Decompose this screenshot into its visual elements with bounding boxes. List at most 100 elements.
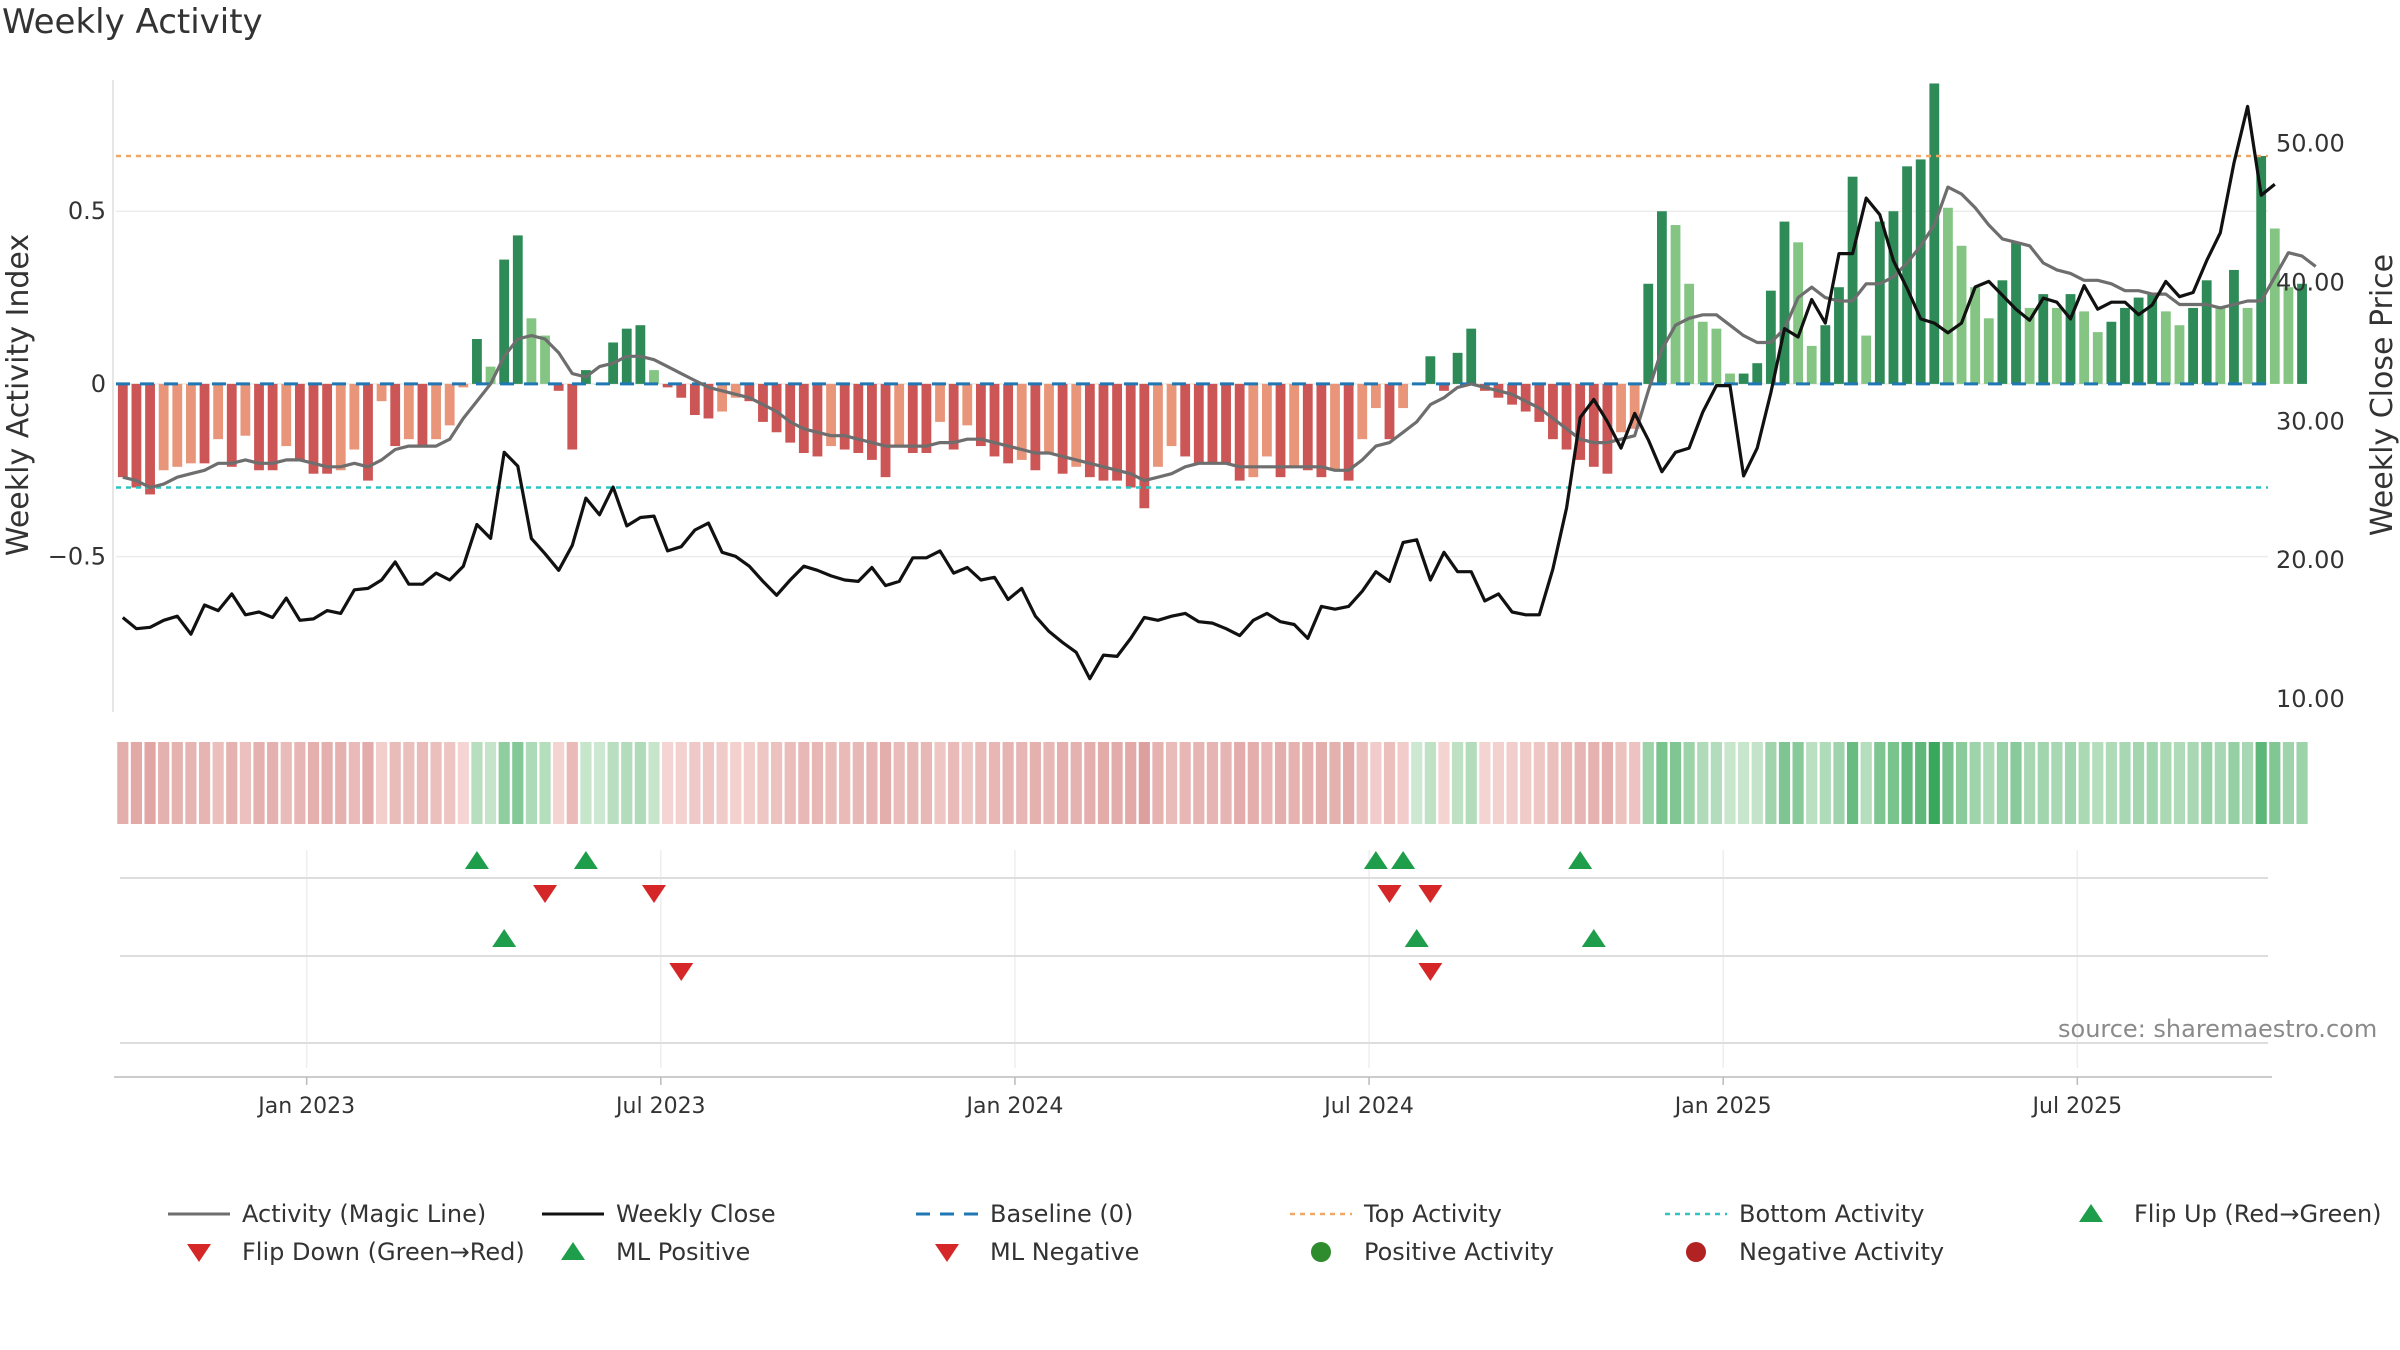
heat-cell [1193,742,1205,824]
activity-bar [1902,166,1912,384]
heat-cell [621,742,633,824]
activity-bar [935,383,945,422]
heat-cell [1302,742,1314,824]
activity-bar [1275,383,1286,478]
activity-bars [117,83,2307,509]
heat-cell [403,742,415,824]
heat-cell [389,742,401,824]
legend-circle-icon [1311,1242,1331,1262]
heat-cell [362,742,374,824]
activity-bar [1330,383,1340,471]
heat-cell [1996,742,2008,824]
heat-cell [689,742,701,824]
heat-cell [1506,742,1518,824]
heat-cell [2201,742,2213,824]
heat-cell [1915,742,1927,824]
heat-cell [662,742,674,824]
heat-cell [2051,742,2063,824]
heat-cell [1846,742,1859,824]
activity-bar [2215,307,2226,384]
heat-cell [1928,742,1940,824]
activity-bar [1765,290,1776,384]
activity-bar [1616,383,1626,433]
activity-bar [1534,383,1545,422]
activity-bar [975,383,986,447]
heat-cell [198,742,211,824]
heat-cell [852,742,864,824]
heat-cell [907,742,919,824]
heat-cell [2119,742,2131,824]
heat-cell [1247,742,1259,824]
y-axis-title: Weekly Activity Index [1,234,36,556]
heat-cell [1615,742,1627,824]
activity-bar [226,383,237,467]
heat-cell [1070,742,1082,824]
heat-cell [144,742,156,824]
heat-cell [2269,742,2281,824]
series-lines [121,104,2317,681]
y2-tick-label: 20.00 [2276,546,2345,574]
activity-bar [962,383,973,426]
activity-bar [526,318,537,384]
activity-bar [1656,211,1667,384]
activity-bar [335,383,346,471]
heat-cell [1942,742,1954,824]
heat-cell [580,742,592,824]
heat-cell [648,742,660,824]
activity-bar [1016,383,1027,460]
activity-bar [703,383,714,419]
activity-bar [1943,207,1953,384]
activity-bar [1520,383,1531,412]
activity-bar [2201,280,2212,384]
activity-bar [1248,383,1259,478]
activity-bar [1071,383,1082,467]
activity-bar [1193,383,1204,464]
legend-symbol-icon [1686,1242,1706,1262]
heat-cell [1669,742,1682,824]
flip-down-marker [1377,885,1402,903]
x-tick-label: Jul 2023 [614,1094,706,1119]
legend-item: Baseline (0) [916,1195,1133,1233]
flip-down-marker [533,885,558,903]
activity-bar [2297,283,2307,384]
heat-cell [811,742,824,824]
activity-bar [2106,321,2117,384]
activity-bar [1956,245,1967,384]
flip-up-marker [1568,851,1593,869]
heat-cell [307,742,320,824]
activity-bar [322,383,333,474]
activity-bar [145,383,155,495]
activity-bar [444,383,455,426]
legend-label: Bottom Activity [1739,1200,1925,1228]
heat-cell [1111,742,1123,824]
activity-bar [649,370,659,384]
activity-bar [2283,287,2294,384]
activity-bar [417,383,428,447]
legend-label: Flip Up (Red→Green) [2134,1200,2382,1228]
activity-bar [2256,155,2267,384]
activity-bar [853,383,864,453]
activity-bar [431,383,441,440]
heat-cell [1683,742,1695,824]
heat-cell [1642,742,1654,824]
heat-cell [798,742,810,824]
activity-bar [2011,242,2021,384]
activity-bar [2092,332,2103,384]
heat-cell [1697,742,1709,824]
heat-cell [253,742,265,824]
heat-cell [1574,742,1586,824]
activity-bar [1098,383,1109,481]
heat-cell [2296,742,2308,824]
heat-strip [117,742,2308,824]
heat-cell [1125,742,1137,824]
heat-cell [825,742,837,824]
activity-bar [1343,383,1354,481]
heat-cell [416,742,429,824]
activity-bar [1820,325,1831,384]
legend-label: Activity (Magic Line) [242,1200,487,1228]
activity-bar [1112,383,1122,481]
heat-cell [566,742,578,824]
heat-cell [2146,742,2158,824]
heat-cell [1560,742,1573,824]
heat-cell [1465,742,1477,824]
